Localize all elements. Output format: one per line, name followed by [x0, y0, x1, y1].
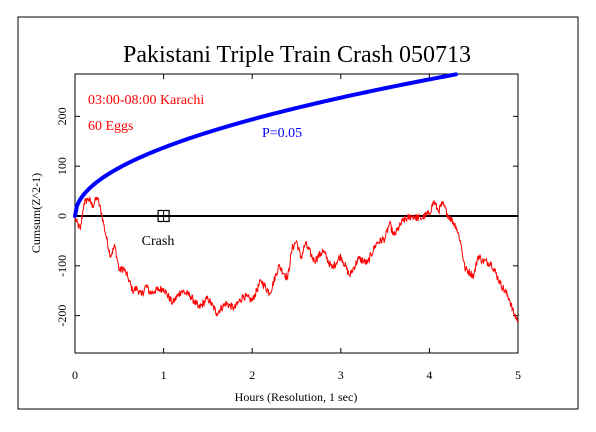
x-tick-label: 4 — [426, 368, 432, 382]
y-tick-label: 100 — [55, 157, 69, 175]
annotation-crash-label: Crash — [142, 234, 175, 249]
x-tick-label: 0 — [72, 368, 78, 382]
y-tick-label: 200 — [55, 107, 69, 125]
x-tick-label: 3 — [338, 368, 344, 382]
series-line-cumsum — [74, 195, 519, 323]
annotation-time-window: 03:00-08:00 Karachi — [88, 93, 204, 108]
series-line-expectation — [73, 72, 458, 218]
outer-border — [17, 16, 579, 410]
y-tick-label: -100 — [55, 255, 69, 277]
x-tick-label: 1 — [161, 368, 167, 382]
chart-title: Pakistani Triple Train Crash 050713 — [123, 42, 471, 68]
x-tick-label: 2 — [249, 368, 255, 382]
y-axis-ticks: -200 -100 0 100 200 — [55, 107, 518, 327]
annotation-probability: P=0.05 — [262, 126, 302, 141]
y-axis-label: Cumsum(Z^2-1) — [29, 173, 43, 253]
annotation-eggs: 60 Eggs — [88, 119, 134, 134]
x-tick-label: 5 — [515, 368, 521, 382]
y-tick-label: 0 — [55, 213, 69, 219]
crash-event-marker — [157, 209, 170, 223]
y-tick-label: -200 — [55, 305, 69, 327]
x-axis-ticks: 0 1 2 3 4 5 — [72, 74, 521, 382]
x-axis-label: Hours (Resolution, 1 sec) — [235, 390, 358, 404]
plot-area-border — [74, 73, 519, 354]
